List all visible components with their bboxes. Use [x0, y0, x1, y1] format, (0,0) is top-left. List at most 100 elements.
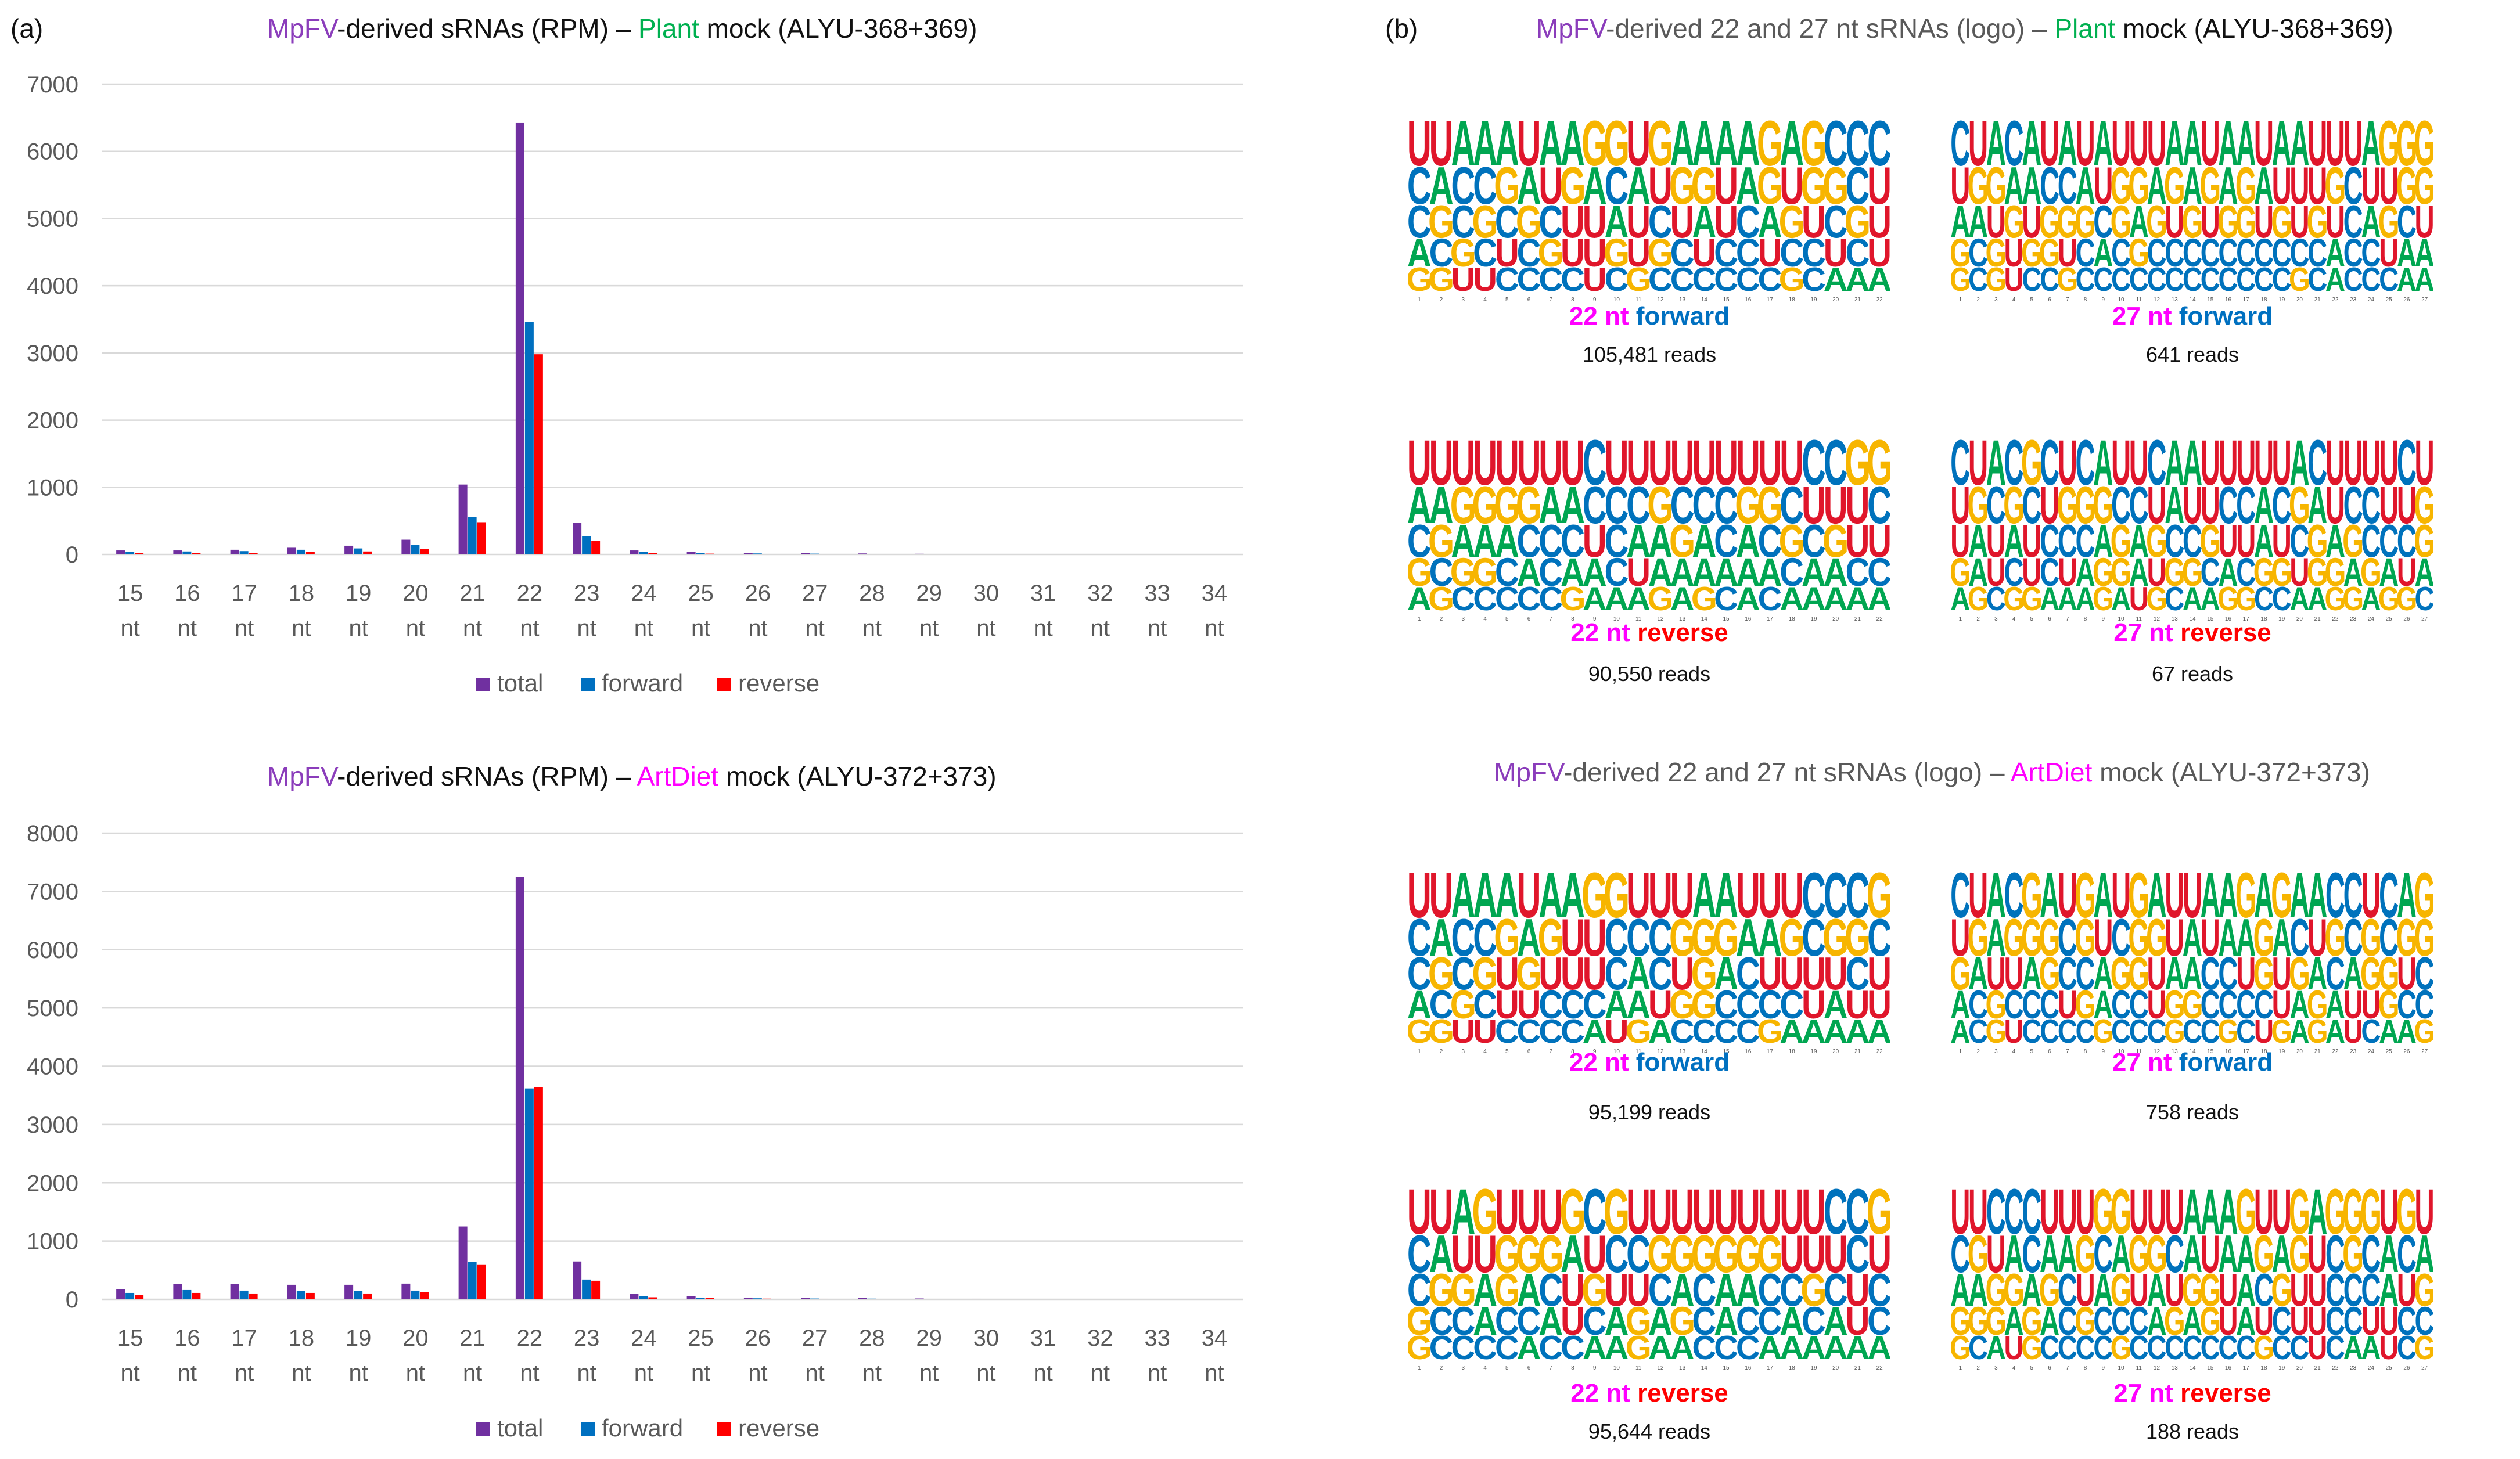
logo-letter-G: G: [1428, 196, 1454, 247]
logo-letter-G: G: [2146, 581, 2167, 618]
logo-letter-G: G: [2057, 261, 2078, 299]
x-tick-label: 17: [231, 581, 257, 606]
x-tick-label: nt: [805, 615, 824, 641]
logo-letter-C: C: [2022, 1224, 2041, 1284]
logo-position-label: 19: [2278, 1365, 2285, 1371]
logo-letter-U: U: [1538, 438, 1563, 499]
logo-letter-G: G: [2146, 196, 2167, 247]
logo-letter-A: A: [2093, 871, 2113, 931]
logo-letter-G: G: [2093, 1013, 2114, 1051]
x-tick-label: nt: [691, 1360, 710, 1386]
logo-letter-G: G: [2342, 581, 2364, 618]
logo-caption: 27 nt forward: [1951, 302, 2433, 331]
logo-position-label: 1: [1959, 297, 1962, 303]
logo-letter-U: U: [2307, 119, 2327, 179]
logo-letter-A: A: [1780, 1330, 1804, 1367]
logo-letter-C: C: [1451, 196, 1475, 247]
logo-letter-U: U: [1495, 1187, 1519, 1248]
logo-letter-A: A: [1758, 549, 1782, 595]
logo-letter-U: U: [2272, 438, 2292, 498]
bar-reverse: [249, 1293, 258, 1299]
logo-letter-U: U: [1583, 948, 1607, 999]
logo-position-label: 24: [2368, 616, 2375, 622]
logo-letter-G: G: [2057, 475, 2078, 535]
logo-letter-C: C: [1986, 1187, 2006, 1247]
logo-letter-C: C: [2361, 230, 2381, 275]
logo-letter-U: U: [1867, 982, 1890, 1027]
logo-letter-C: C: [1736, 230, 1760, 275]
logo-letter-G: G: [1757, 1013, 1783, 1050]
logo-position-label: 1: [1959, 1049, 1962, 1055]
x-tick-label: 20: [402, 581, 429, 606]
logo-letter-G: G: [2003, 581, 2025, 618]
logo-letter-C: C: [2397, 515, 2417, 567]
logo-position-label: 18: [2260, 616, 2267, 622]
logo-letter-A: A: [2397, 230, 2417, 275]
logo-letter-C: C: [1648, 909, 1673, 967]
logo-letter-C: C: [2397, 982, 2417, 1027]
logo-letter-A: A: [1951, 1264, 1970, 1316]
logo-letter-A: A: [2129, 549, 2149, 595]
logo-letter-C: C: [1473, 909, 1497, 967]
logo-letter-C: C: [1968, 982, 1988, 1027]
logo-letter-U: U: [2289, 1264, 2309, 1316]
logo-letter-C: C: [2397, 196, 2417, 247]
logo-letter-G: G: [2199, 156, 2221, 215]
logo-letter-A: A: [1824, 1298, 1848, 1343]
bar-forward: [696, 553, 705, 554]
x-tick-label: 29: [916, 1325, 942, 1351]
logo-letter-A: A: [1408, 982, 1432, 1027]
logo-letter-C: C: [1538, 549, 1563, 595]
logo-letter-C: C: [1824, 196, 1848, 247]
logo-letter-U: U: [2165, 871, 2184, 931]
logo-letter-U: U: [2289, 1298, 2309, 1343]
logo-letter-G: G: [1691, 581, 1717, 618]
legend-swatch-reverse: [717, 678, 731, 691]
panel-a-label: (a): [10, 13, 44, 44]
logo-letter-A: A: [1517, 157, 1541, 215]
logo-letter-G: G: [2271, 871, 2292, 931]
logo-letter-C: C: [2325, 1224, 2345, 1284]
legend-swatch-forward: [581, 678, 595, 691]
logo-letter-G: G: [2182, 196, 2203, 247]
logo-letter-U: U: [1758, 948, 1782, 999]
x-tick-label: nt: [1148, 1360, 1167, 1386]
x-tick-label: nt: [748, 615, 767, 641]
logo-letter-U: U: [2040, 119, 2059, 179]
logo-position-label: 6: [2048, 616, 2051, 622]
logo-letter-G: G: [1408, 1330, 1432, 1367]
x-tick-label: 15: [117, 581, 143, 606]
logo-letter-C: C: [2254, 261, 2274, 299]
logo-letter-C: C: [1473, 1330, 1497, 1367]
logo-letter-U: U: [1802, 982, 1826, 1027]
logo-letter-C: C: [1736, 196, 1760, 247]
logo-direction: reverse: [2180, 618, 2271, 647]
bar-forward: [182, 1289, 192, 1299]
logo-letter-C: C: [1538, 196, 1563, 247]
logo-position-label: 16: [2225, 1049, 2232, 1055]
logo-letter-C: C: [2289, 1330, 2309, 1367]
logo-letter-C: C: [1517, 581, 1541, 618]
logo-letter-G: G: [2146, 908, 2167, 967]
logo-letter-A: A: [1780, 1013, 1804, 1050]
logo-letter-A: A: [1561, 119, 1585, 179]
logo-letter-A: A: [1780, 119, 1804, 179]
logo-letter-C: C: [2111, 908, 2131, 967]
logo-letter-A: A: [2093, 982, 2113, 1027]
logo-letter-U: U: [2307, 156, 2327, 215]
logo-letter-A: A: [1561, 476, 1585, 535]
logo-letter-U: U: [2147, 475, 2166, 535]
logo-letter-G: G: [2039, 908, 2061, 967]
logo-letter-C: C: [2272, 581, 2292, 618]
logo-letter-A: A: [1473, 1298, 1497, 1343]
logo-position-label: 12: [2154, 616, 2160, 622]
logo-letter-A: A: [2289, 871, 2309, 931]
logo-letter-U: U: [1986, 515, 2006, 567]
logo-letter-U: U: [2201, 908, 2220, 967]
logo-letter-C: C: [2201, 230, 2220, 275]
y-tick-label: 4000: [27, 1054, 78, 1080]
logo-letter-G: G: [2253, 908, 2275, 967]
logo-position-label: 25: [2386, 1365, 2393, 1371]
logo-letter-C: C: [1845, 230, 1870, 275]
logo-letter-C: C: [1538, 261, 1563, 298]
